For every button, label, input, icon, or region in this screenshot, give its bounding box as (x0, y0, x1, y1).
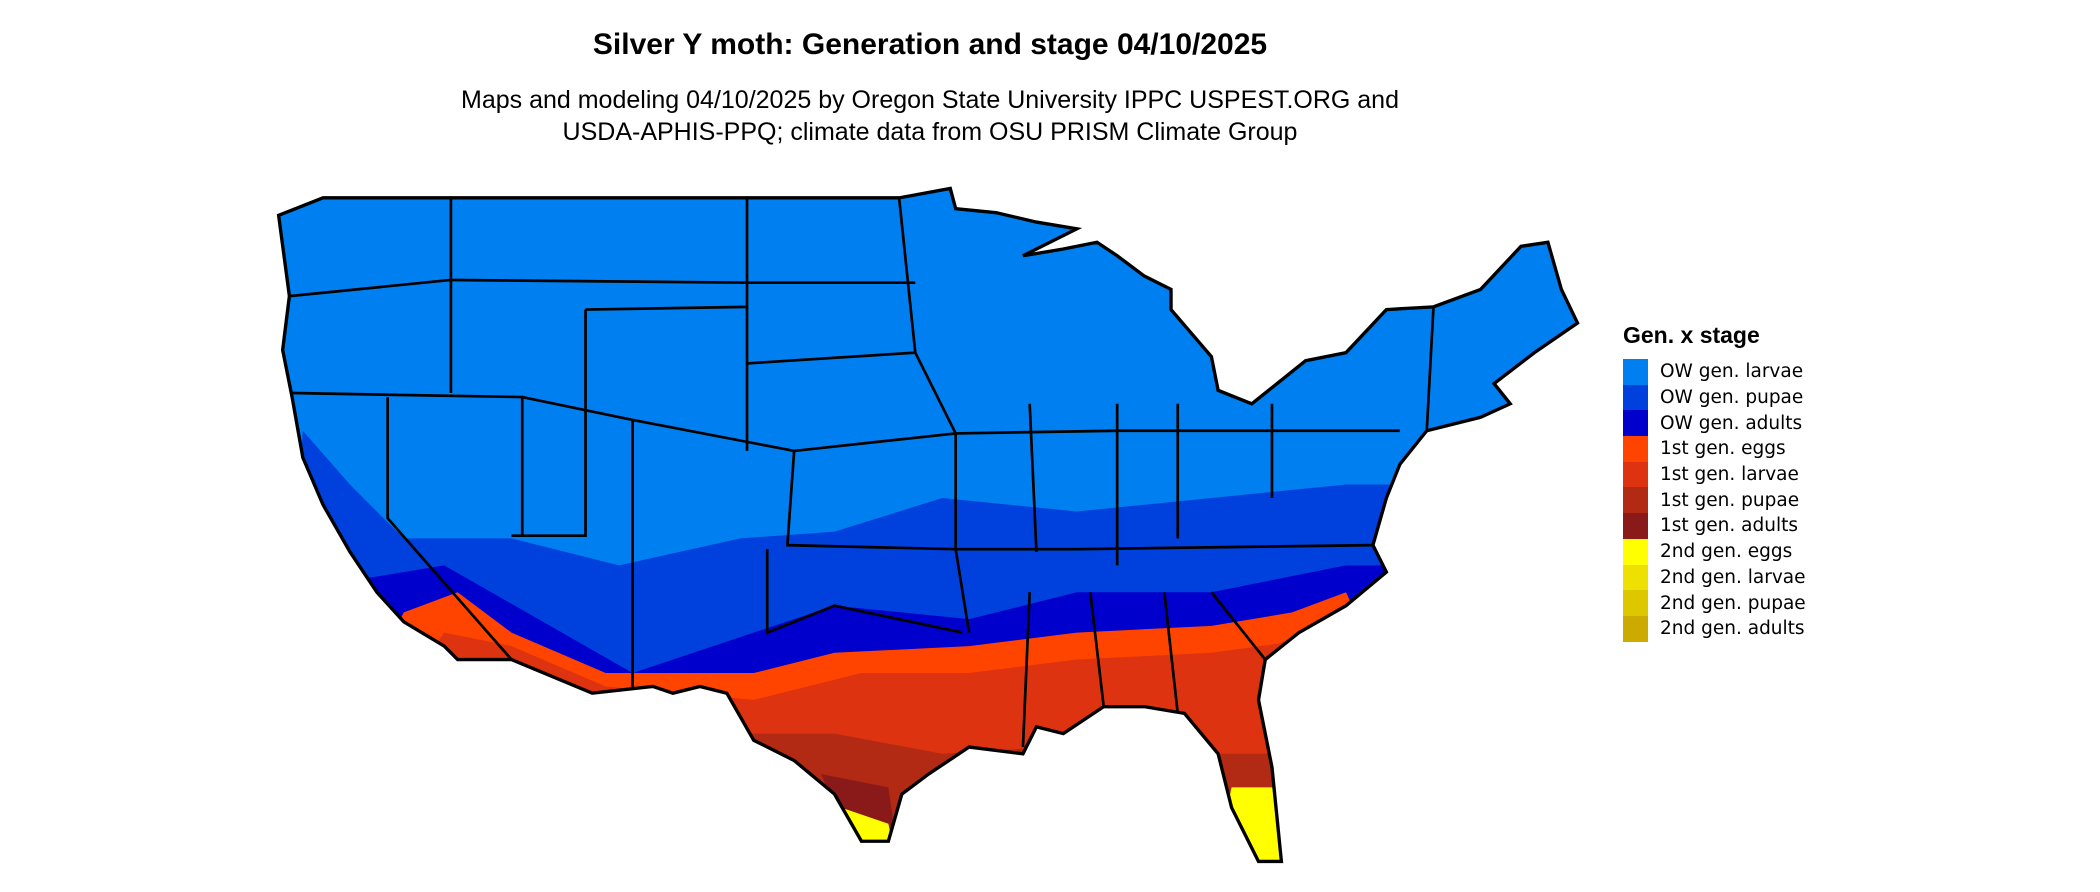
legend-label: OW gen. pupae (1660, 387, 1804, 409)
legend-swatch (1623, 564, 1648, 591)
legend-item: 1st gen. pupae (1623, 487, 1806, 514)
legend-swatch (1623, 538, 1648, 565)
map-title: Silver Y moth: Generation and stage 04/1… (592, 28, 1268, 61)
legend-item: 2nd gen. pupae (1623, 590, 1806, 616)
legend-item: 1st gen. eggs (1623, 436, 1806, 462)
legend-label: OW gen. larvae (1660, 361, 1804, 383)
legend-label: 1st gen. larvae (1660, 464, 1799, 486)
legend-label: 1st gen. adults (1660, 515, 1798, 537)
legend-swatch (1623, 513, 1648, 539)
legend: Gen. x stage OW gen. larvae OW gen. pupae… (1623, 322, 1806, 642)
legend-item: OW gen. adults (1623, 410, 1806, 437)
legend-label: 2nd gen. larvae (1660, 566, 1806, 588)
legend-swatch (1623, 487, 1648, 514)
legend-item: 2nd gen. adults (1623, 615, 1806, 642)
legend-item: OW gen. pupae (1623, 384, 1806, 411)
legend-label: OW gen. adults (1660, 412, 1803, 434)
zone-1st-adults (821, 773, 896, 835)
legend-swatch (1623, 384, 1648, 411)
zone-1st-pupae (672, 733, 1293, 862)
legend-swatch (1623, 359, 1648, 385)
subtitle-line-1: Maps and modeling 04/10/2025 by Oregon S… (461, 86, 1399, 114)
legend-label: 2nd gen. pupae (1660, 592, 1806, 614)
legend-item: 2nd gen. larvae (1623, 564, 1806, 591)
legend-item: 2nd gen. eggs (1623, 538, 1806, 565)
legend-swatch (1623, 410, 1648, 437)
legend-items: OW gen. larvae OW gen. pupae OW gen. adult… (1623, 359, 1806, 642)
legend-item: 1st gen. larvae (1623, 461, 1806, 488)
legend-item: OW gen. larvae (1623, 359, 1806, 385)
legend-swatch (1623, 590, 1648, 616)
legend-swatch (1623, 461, 1648, 488)
legend-label: 1st gen. pupae (1660, 489, 1800, 511)
legend-swatch (1623, 436, 1648, 462)
legend-label: 2nd gen. adults (1660, 618, 1805, 640)
legend-swatch (1623, 615, 1648, 642)
subtitle-line-2: USDA-APHIS-PPQ; climate data from OSU PR… (562, 118, 1298, 146)
map-subtitle: Maps and modeling 04/10/2025 by Oregon S… (0, 84, 1860, 148)
legend-title: Gen. x stage (1623, 322, 1760, 348)
legend-label: 1st gen. eggs (1660, 438, 1786, 460)
state-borders (289, 197, 1435, 748)
legend-item: 1st gen. adults (1623, 513, 1806, 539)
legend-label: 2nd gen. eggs (1660, 541, 1793, 563)
